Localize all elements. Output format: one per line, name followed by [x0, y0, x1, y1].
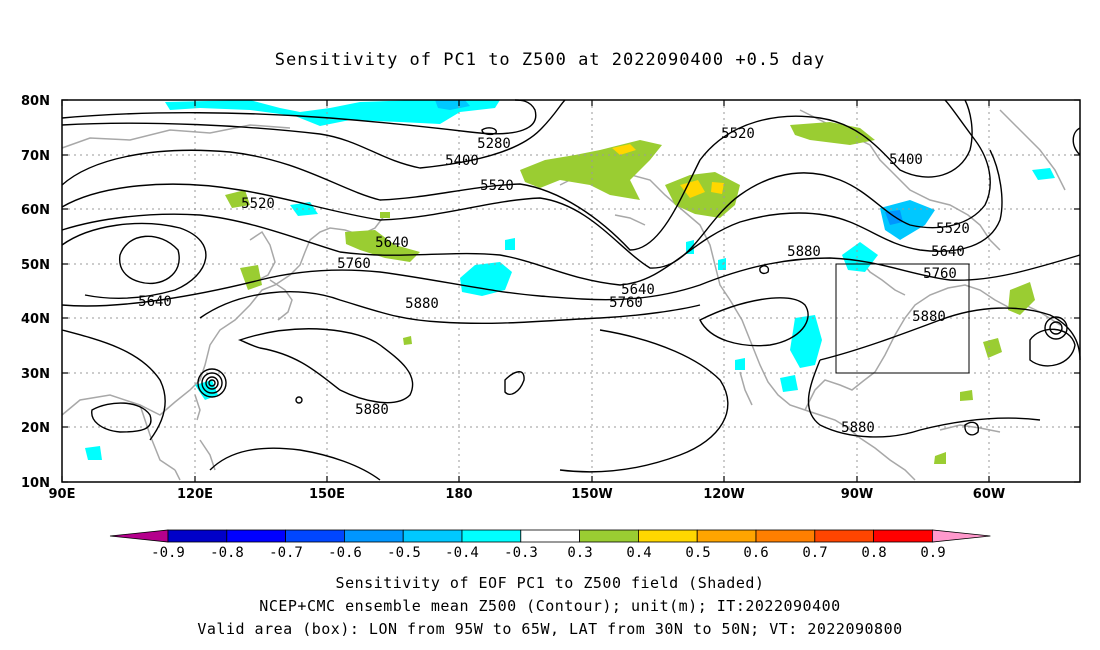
colorbar-label: -0.4 [445, 545, 479, 561]
caption-line-2: NCEP+CMC ensemble mean Z500 (Contour); u… [259, 597, 841, 615]
lon-tick-label: 120W [703, 487, 744, 502]
lon-tick-label: 90W [841, 487, 873, 502]
colorbar-swatch [932, 529, 991, 543]
colorbar-label: -0.7 [269, 545, 303, 561]
valid-area-box [835, 263, 970, 374]
contour-label: 5880 [787, 244, 821, 260]
colorbar-label: -0.6 [328, 545, 362, 561]
axis-ticks [61, 99, 1080, 483]
colorbar-swatch [461, 529, 522, 543]
contour-label: 5760 [609, 295, 643, 311]
colorbar-swatch [638, 529, 698, 543]
contour-label: 5400 [889, 152, 923, 168]
contour-label: 5880 [912, 309, 946, 325]
colorbar-label: 0.7 [802, 545, 827, 561]
contour-label: 5640 [375, 235, 409, 251]
contour-labels: 5280 5400 5520 5520 5520 5640 5640 5640 … [138, 126, 970, 436]
colorbar-label: -0.3 [504, 545, 538, 561]
colorbar-label: -0.5 [387, 545, 421, 561]
contour-label: 5880 [355, 402, 389, 418]
colorbar [109, 529, 991, 543]
colorbar-swatch [167, 529, 228, 543]
lon-tick-label: 120E [177, 487, 213, 502]
lat-tick-label: 40N [21, 312, 50, 327]
caption-line-3: Valid area (box): LON from 95W to 65W, L… [197, 620, 903, 638]
contour-label: 5520 [936, 221, 970, 237]
lon-tick-label: 150W [571, 487, 612, 502]
z500-contours [61, 99, 1081, 481]
colorbar-label: -0.9 [151, 545, 185, 561]
lat-tick-label: 30N [21, 367, 50, 382]
contour-label: 5640 [931, 244, 965, 260]
lon-tick-label: 180 [445, 487, 472, 502]
lat-tick-label: 20N [21, 421, 50, 436]
lat-tick-label: 80N [21, 94, 50, 109]
map-title: Sensitivity of PC1 to Z500 at 2022090400… [274, 50, 826, 70]
caption-line-1: Sensitivity of EOF PC1 to Z500 field (Sh… [335, 574, 765, 592]
colorbar-label: 0.4 [626, 545, 651, 561]
contour-label: 5760 [923, 266, 957, 282]
colorbar-label: 0.6 [743, 545, 768, 561]
contour-label: 5880 [841, 420, 875, 436]
lon-tick-labels: 90E 120E 150E 180 150W 120W 90W 60W [49, 487, 1006, 502]
lat-tick-label: 70N [21, 149, 50, 164]
colorbar-swatch [873, 529, 933, 543]
colorbar-label: 0.8 [861, 545, 886, 561]
colorbar-label: 0.5 [685, 545, 710, 561]
lon-tick-label: 90E [49, 487, 76, 502]
contour-label: 5880 [405, 296, 439, 312]
contour-label: 5280 [477, 136, 511, 152]
lat-tick-label: 50N [21, 258, 50, 273]
colorbar-label: -0.8 [210, 545, 244, 561]
contour-label: 5640 [621, 282, 655, 298]
colorbar-swatch [814, 529, 874, 543]
colorbar-swatch [109, 529, 169, 543]
colorbar-swatch [226, 529, 287, 543]
colorbar-labels: -0.9 -0.8 -0.7 -0.6 -0.5 -0.4 -0.3 0.3 0… [151, 545, 946, 561]
colorbar-swatch [402, 529, 463, 543]
contour-label: 5520 [480, 178, 514, 194]
map-frame [61, 99, 1081, 483]
colorbar-swatch [520, 529, 580, 543]
lat-tick-label: 60N [21, 203, 50, 218]
colorbar-label: 0.3 [567, 545, 592, 561]
contour-label: 5400 [445, 153, 479, 169]
contour-label: 5520 [241, 196, 275, 212]
contour-label: 5640 [138, 294, 172, 310]
colorbar-label: 0.9 [920, 545, 945, 561]
colorbar-swatch [696, 529, 757, 543]
contour-label: 5760 [337, 256, 371, 272]
colorbar-swatch [343, 529, 404, 543]
lon-tick-label: 150E [309, 487, 345, 502]
lon-tick-label: 60W [973, 487, 1005, 502]
colorbar-swatch [285, 529, 345, 543]
colorbar-swatch [579, 529, 639, 543]
lat-tick-label: 10N [21, 476, 50, 491]
contour-label: 5520 [721, 126, 755, 142]
lat-tick-labels: 80N 70N 60N 50N 40N 30N 20N 10N [21, 94, 50, 491]
colorbar-swatch [755, 529, 816, 543]
